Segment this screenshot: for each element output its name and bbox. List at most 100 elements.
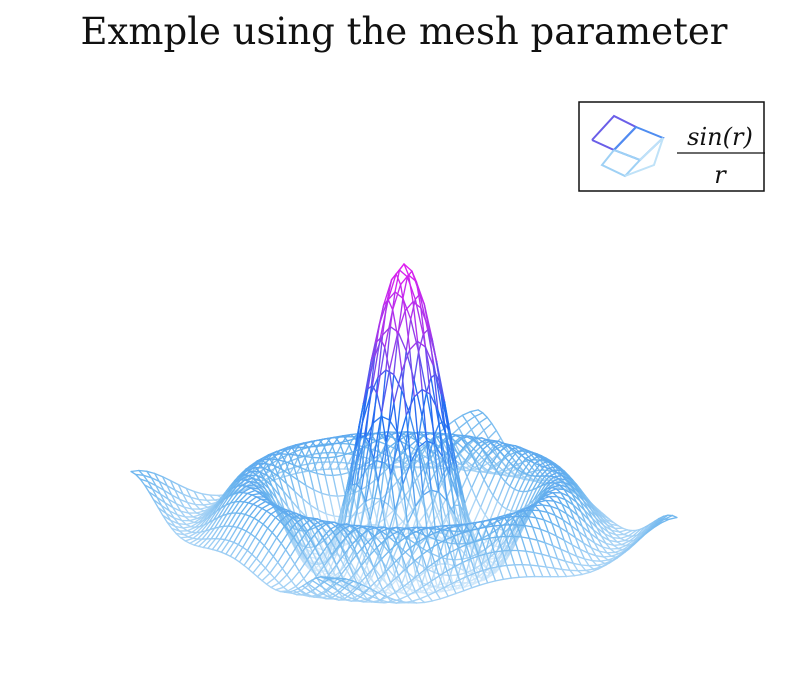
mesh-line-x — [160, 504, 171, 512]
mesh-line-x — [368, 587, 378, 593]
mesh-line-y — [220, 551, 227, 555]
mesh-line-x — [382, 544, 392, 555]
mesh-line-x — [334, 528, 344, 537]
mesh-line-y — [389, 474, 396, 511]
mesh-line-y — [600, 535, 607, 545]
mesh-line-x — [236, 479, 246, 487]
mesh-line-y — [143, 484, 150, 493]
mesh-line-x — [367, 526, 377, 531]
mesh-line-x — [602, 555, 613, 558]
mesh-line-x — [395, 512, 405, 524]
mesh-line-y — [421, 446, 428, 456]
mesh-line-x — [531, 526, 542, 530]
mesh-line-x — [516, 448, 526, 453]
mesh-line-y — [314, 547, 321, 558]
mesh-line-x — [291, 514, 302, 519]
mesh-line-x — [372, 415, 383, 424]
mesh-line-x — [453, 414, 464, 421]
mesh-line-x — [518, 473, 528, 492]
mesh-line-y — [397, 442, 404, 485]
mesh-line-x — [192, 513, 202, 518]
mesh-line-y — [598, 550, 605, 558]
mesh-line-y — [526, 473, 533, 477]
mesh-line-x — [185, 521, 195, 526]
mesh-line-x — [178, 498, 189, 504]
mesh-line-y — [351, 483, 358, 486]
mesh-line-y — [385, 440, 392, 476]
mesh-line-x — [364, 536, 374, 546]
mesh-line-y — [384, 470, 390, 492]
mesh-line-y — [398, 431, 405, 438]
mesh-line-x — [558, 484, 569, 488]
mesh-line-y — [300, 526, 307, 534]
mesh-line-y — [162, 514, 168, 523]
mesh-line-y — [411, 270, 418, 283]
mesh-line-x — [172, 506, 182, 512]
mesh-line-y — [396, 389, 403, 433]
mesh-line-y — [482, 469, 488, 473]
mesh-line-y — [427, 594, 434, 602]
mesh-line-y — [304, 455, 310, 472]
mesh-line-x — [478, 463, 488, 471]
mesh-line-x — [582, 542, 592, 549]
mesh-line-x — [565, 513, 575, 521]
mesh-line-x — [465, 438, 475, 446]
mesh-line-x — [573, 519, 583, 528]
mesh-line-x — [432, 529, 442, 535]
mesh-line-x — [206, 527, 216, 540]
mesh-line-x — [498, 564, 508, 568]
mesh-line-y — [414, 590, 421, 600]
mesh-line-x — [495, 517, 506, 520]
mesh-line-y — [436, 525, 442, 532]
mesh-line-y — [362, 525, 369, 531]
mesh-line-y — [270, 470, 277, 483]
mesh-line-y — [425, 552, 432, 570]
mesh-line-x — [266, 474, 277, 483]
mesh-line-x — [287, 512, 297, 516]
mesh-line-y — [483, 429, 490, 440]
mesh-line-x — [359, 529, 369, 537]
mesh-line-x — [433, 434, 443, 477]
mesh-line-y — [164, 502, 171, 512]
mesh-line-x — [475, 429, 485, 439]
mesh-line-y — [407, 274, 414, 303]
mesh-line-y — [253, 517, 260, 522]
mesh-line-x — [293, 590, 303, 596]
mesh-line-y — [515, 511, 521, 518]
mesh-line-x — [405, 396, 415, 417]
mesh-line-x — [273, 567, 284, 579]
mesh-line-x — [193, 538, 203, 546]
mesh-line-y — [517, 549, 524, 566]
mesh-line-y — [323, 565, 330, 576]
mesh-line-x — [418, 567, 428, 576]
mesh-line-x — [238, 492, 248, 503]
mesh-line-y — [178, 498, 185, 508]
mesh-line-x — [541, 553, 551, 558]
mesh-line-x — [597, 564, 607, 570]
mesh-line-x — [352, 580, 363, 586]
mesh-line-y — [405, 414, 412, 463]
mesh-line-y — [420, 529, 427, 539]
mesh-line-y — [388, 373, 395, 421]
mesh-line-x — [416, 591, 427, 594]
mesh-line-y — [280, 453, 287, 463]
mesh-line-x — [285, 536, 295, 551]
mesh-line-x — [354, 525, 365, 530]
mesh-line-y — [405, 567, 412, 582]
mesh-line-x — [288, 591, 298, 596]
mesh-line-x — [169, 519, 180, 525]
mesh-line-y — [304, 516, 311, 522]
mesh-line-x — [360, 465, 370, 479]
mesh-line-y — [279, 520, 286, 527]
mesh-line-x — [453, 583, 463, 588]
mesh-line-y — [305, 446, 311, 457]
mesh-line-x — [407, 526, 418, 529]
mesh-line-y — [148, 491, 155, 501]
mesh-line-y — [441, 558, 448, 576]
mesh-line-x — [273, 465, 283, 471]
mesh-line-x — [164, 502, 174, 509]
mesh-line-x — [190, 496, 200, 501]
mesh-line-x — [515, 510, 525, 514]
mesh-line-x — [384, 309, 394, 349]
mesh-line-y — [267, 527, 273, 534]
